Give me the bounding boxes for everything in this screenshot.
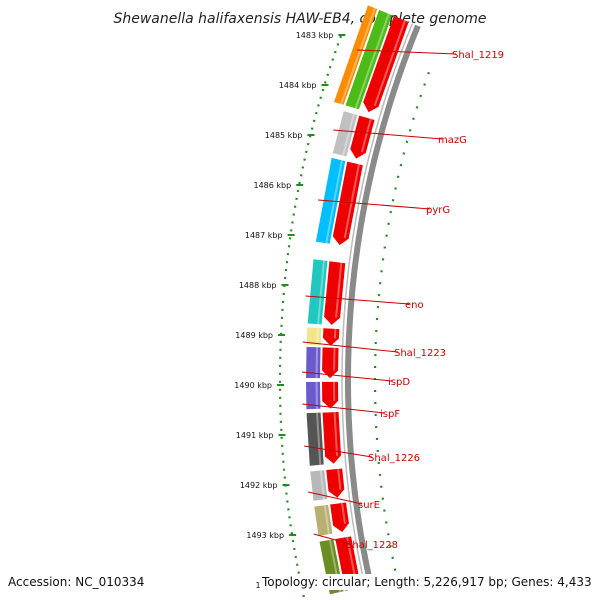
gene-label: eno <box>405 300 424 311</box>
kbp-label: 1493 kbp <box>246 531 284 540</box>
gene-box-orange <box>334 5 378 105</box>
gene-arrow <box>363 15 409 113</box>
kbp-label: 1483 kbp <box>296 31 334 40</box>
kbp-label: 1491 kbp <box>236 431 274 440</box>
gene-leader-line <box>356 49 457 55</box>
kbp-label: 1484 kbp <box>279 81 317 90</box>
gene-arrow <box>326 468 345 498</box>
gene-leader-line <box>301 371 393 382</box>
gene-box <box>332 111 358 157</box>
gene-label: Shal_1219 <box>452 50 504 61</box>
gene-track <box>306 5 409 595</box>
backbone-layer <box>341 23 421 587</box>
gene-arrow <box>322 328 340 346</box>
kbp-label: 1488 kbp <box>239 281 277 290</box>
gene-label: pyrG <box>426 205 450 216</box>
kbp-label: 1490 kbp <box>234 381 272 390</box>
gene-leader-line <box>305 295 410 305</box>
accession-label: Accession: NC_010334 <box>6 574 147 590</box>
gene-arrow <box>322 381 339 409</box>
gene-box <box>306 381 321 410</box>
gene-label: ispD <box>388 377 410 388</box>
gene-label: Shal_1226 <box>368 453 420 464</box>
kbp-label: 1485 kbp <box>265 131 303 140</box>
kbp-label: 1486 kbp <box>253 181 291 190</box>
gene-label: mazG <box>438 135 467 146</box>
gene-box <box>314 504 333 536</box>
gene-leader-line <box>302 341 399 353</box>
gene-box <box>345 9 393 110</box>
kbp-label: 1487 kbp <box>245 231 283 240</box>
inner-dotted-line <box>373 71 430 580</box>
scale-dotted-line <box>278 35 343 600</box>
map-title: Shewanella halifaxensis HAW-EB4, complet… <box>113 11 486 27</box>
gene-leader-line <box>304 445 373 458</box>
backbone-outer <box>345 24 421 586</box>
gene-arrow <box>322 412 342 464</box>
gene-leader-line <box>313 533 351 545</box>
kbp-label: 1492 kbp <box>240 481 278 490</box>
gene-leader-line <box>308 491 363 505</box>
topology-label: Topology: circular; Length: 5,226,917 bp… <box>260 574 594 590</box>
gene-leader-line <box>317 199 431 210</box>
gene-label: ispF <box>380 409 400 420</box>
gene-label: surE <box>358 500 380 511</box>
kbp-label: 1489 kbp <box>235 331 273 340</box>
gene-box <box>306 327 322 346</box>
gene-arrow <box>350 115 375 159</box>
gene-arrow <box>324 261 346 325</box>
gene-labels: Shal_1219 mazG pyrG eno Shal_1223 ispD ispF Sha… <box>301 49 504 551</box>
gene-box <box>306 412 324 466</box>
gene-label: Shal_1223 <box>394 348 446 359</box>
backbone-inner <box>341 23 414 587</box>
gene-arrow <box>330 502 349 532</box>
gene-leader-line <box>333 129 443 140</box>
gene-leader-line <box>302 403 385 414</box>
gene-label: Shal_1228 <box>346 540 398 551</box>
gene-arrow <box>322 347 339 379</box>
gene-arrow <box>332 161 363 246</box>
gene-box <box>306 346 321 379</box>
gene-box <box>307 259 328 325</box>
